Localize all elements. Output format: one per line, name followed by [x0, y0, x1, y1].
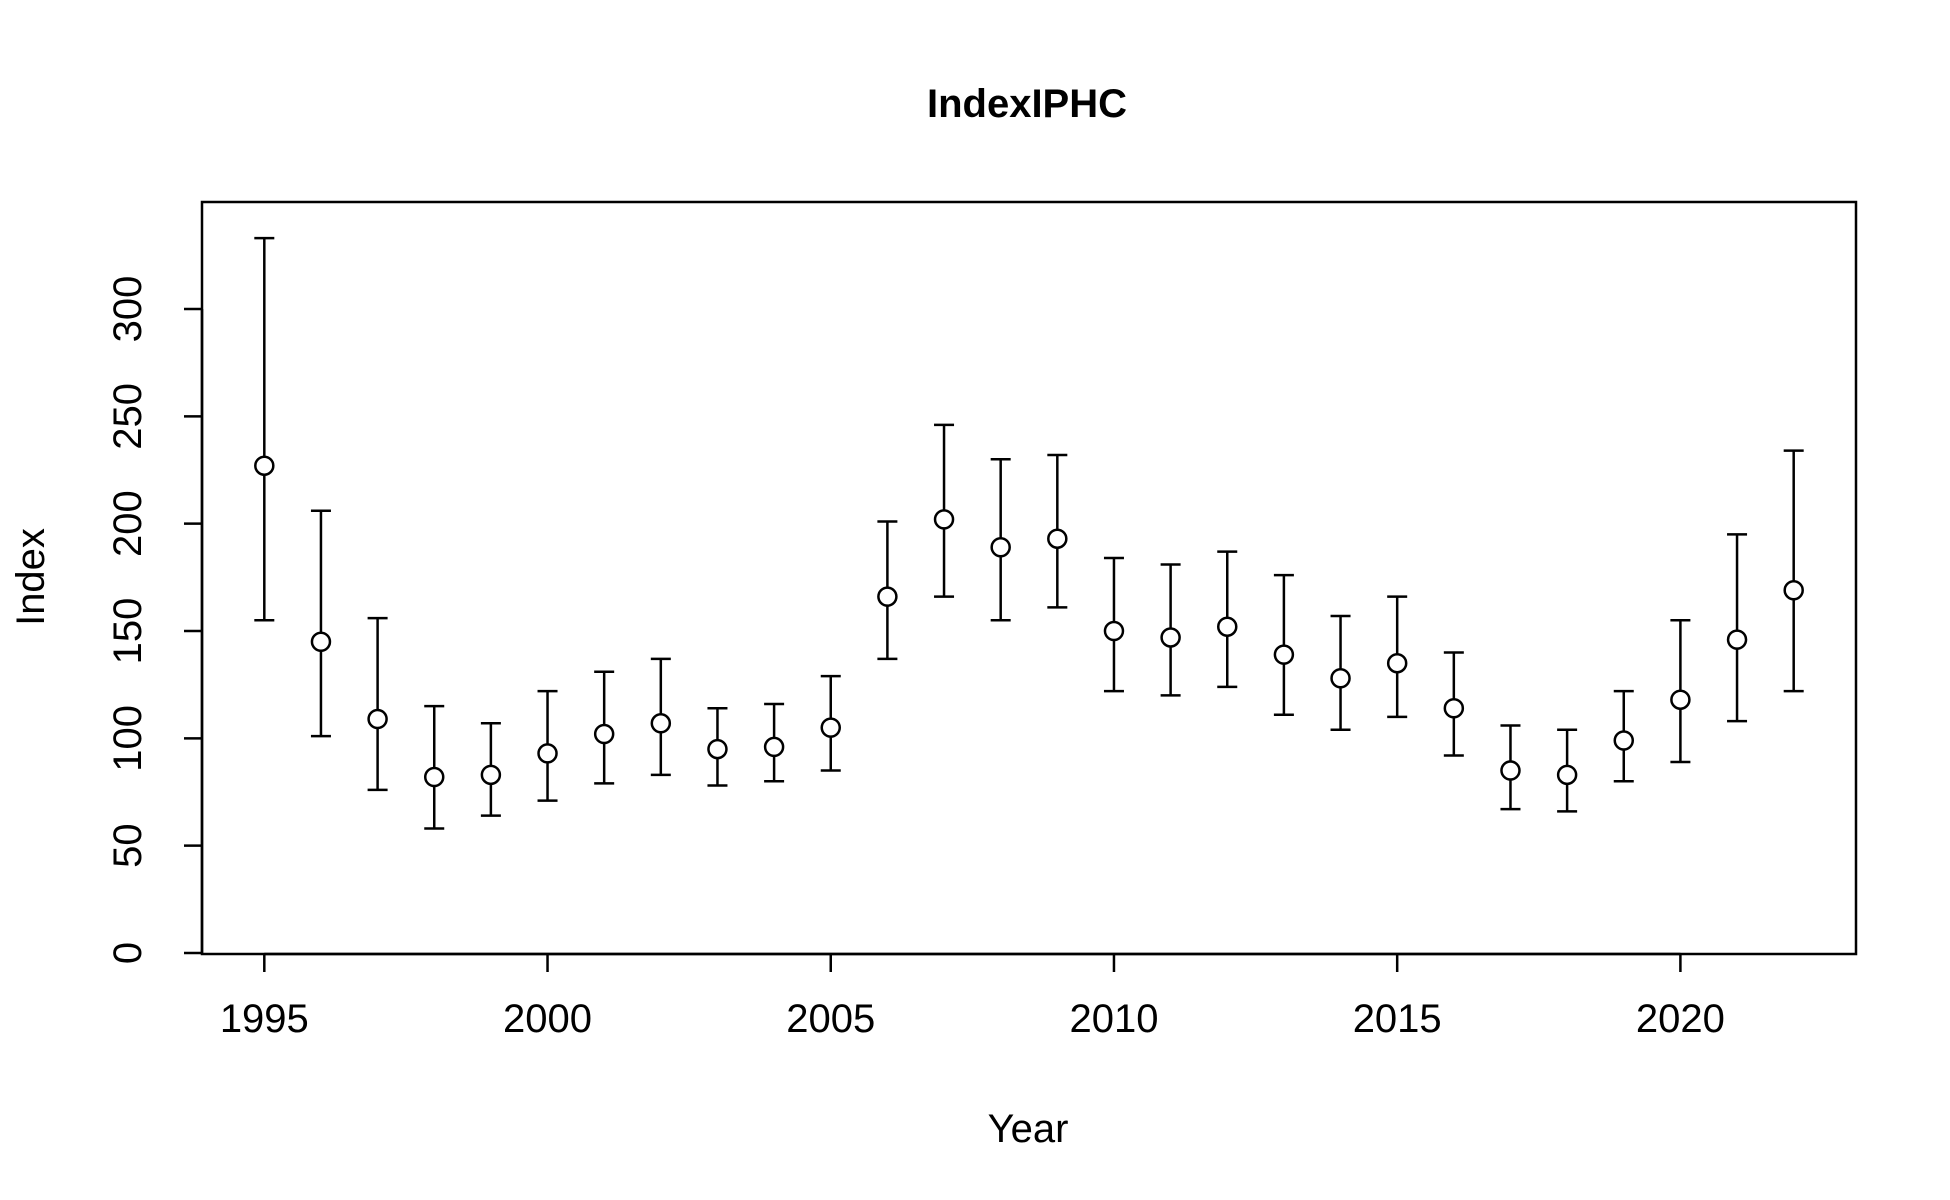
data-point: [1556, 764, 1578, 786]
data-point: [367, 708, 388, 730]
y-tick-label: 50: [106, 823, 150, 868]
data-point: [310, 631, 332, 652]
x-tick-label: 2000: [503, 997, 592, 1041]
y-tick-label: 300: [106, 276, 150, 343]
data-point: [1386, 652, 1408, 674]
y-tick-label: 0: [106, 942, 150, 964]
data-point: [1670, 689, 1691, 710]
error-bars: [254, 236, 1804, 830]
data-point: [1273, 644, 1295, 665]
x-tick-label: 2020: [1636, 997, 1725, 1041]
data-point: [1783, 579, 1804, 601]
data-point: [763, 736, 785, 758]
chart-title: IndexIPHC: [927, 82, 1127, 126]
y-axis: 0 50 100 150 200 250 300: [106, 276, 204, 964]
data-point: [933, 509, 955, 530]
x-axis-label: Year: [988, 1107, 1069, 1151]
y-tick-label: 150: [106, 598, 150, 665]
data-point: [820, 717, 841, 738]
data-point: [1613, 730, 1635, 751]
error-bar: [1783, 449, 1804, 693]
data-point: [537, 743, 558, 764]
data-point: [877, 586, 898, 607]
x-tick-label: 2010: [1069, 997, 1158, 1041]
y-tick-label: 100: [106, 705, 150, 772]
x-tick-label: 1995: [220, 997, 309, 1041]
data-point: [1047, 528, 1068, 549]
data-point: [1443, 698, 1465, 719]
data-point: [423, 766, 445, 788]
data-point: [1726, 629, 1748, 650]
data-points: [254, 455, 1804, 788]
plot-frame: [200, 200, 1858, 956]
x-axis: 1995 2000 2005 2010 2015 2020: [220, 952, 1725, 1041]
data-point: [254, 455, 275, 476]
data-point: [650, 713, 672, 734]
y-axis-label: Index: [9, 528, 53, 626]
data-point: [1160, 627, 1181, 648]
data-point: [593, 723, 615, 745]
data-point: [480, 764, 502, 786]
error-bar: [310, 509, 331, 738]
y-tick-label: 250: [106, 383, 150, 450]
data-point: [1217, 616, 1238, 637]
y-tick-label: 200: [106, 490, 150, 557]
x-tick-label: 2015: [1353, 997, 1442, 1041]
data-point: [990, 537, 1011, 558]
data-point: [707, 738, 728, 760]
error-bar: [1727, 533, 1748, 723]
x-tick-label: 2005: [786, 997, 875, 1041]
error-bar: [254, 236, 275, 622]
error-bar: [367, 616, 388, 792]
data-point: [1330, 667, 1351, 689]
data-point: [1103, 620, 1125, 642]
data-point: [1500, 760, 1521, 781]
